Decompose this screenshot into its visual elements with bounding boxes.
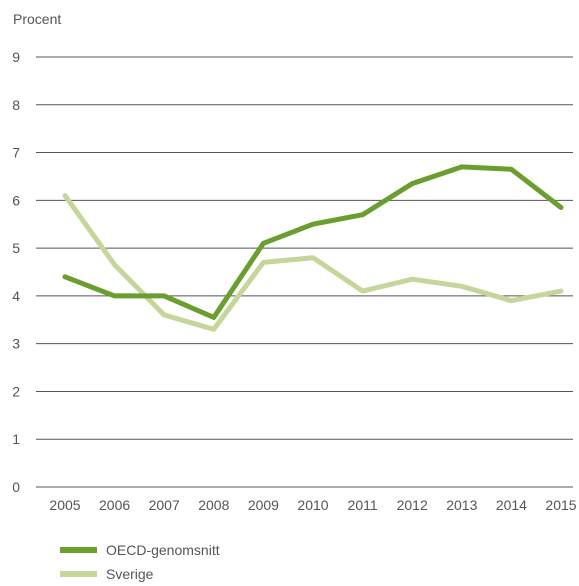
x-tick-label: 2005	[49, 497, 80, 513]
y-tick-label: 7	[12, 145, 20, 161]
legend-label: OECD-genomsnitt	[106, 542, 220, 558]
series-line	[62, 164, 564, 320]
y-tick-label: 6	[12, 192, 20, 208]
x-tick-label: 2010	[297, 497, 328, 513]
y-tick-label: 8	[12, 97, 20, 113]
y-axis-tick-labels: 0 1 2 3 4 5 6 7 8 9	[12, 49, 20, 495]
y-tick-label: 9	[12, 49, 20, 65]
y-tick-label: 1	[12, 431, 20, 447]
y-tick-label: 2	[12, 383, 20, 399]
y-tick-label: 5	[12, 240, 20, 256]
y-tick-label: 3	[12, 336, 20, 352]
x-tick-label: 2012	[397, 497, 428, 513]
x-tick-label: 2015	[545, 497, 576, 513]
y-axis-unit-label: Procent	[13, 11, 61, 27]
legend-label: Sverige	[106, 566, 154, 582]
legend: OECD-genomsnitt Sverige	[60, 542, 220, 582]
x-tick-label: 2008	[198, 497, 229, 513]
x-tick-label: 2013	[446, 497, 477, 513]
x-tick-label: 2006	[99, 497, 130, 513]
x-tick-label: 2014	[496, 497, 527, 513]
x-tick-label: 2011	[348, 497, 378, 513]
x-axis-tick-labels: 2005 2006 2007 2008 2009 2010 2011 2012 2013 2014…	[49, 497, 576, 513]
gridlines	[36, 56, 573, 488]
series-lines	[62, 164, 564, 332]
y-tick-label: 0	[12, 479, 20, 495]
x-tick-label: 2009	[248, 497, 279, 513]
x-tick-label: 2007	[149, 497, 180, 513]
series-line	[62, 193, 564, 332]
y-tick-label: 4	[12, 288, 20, 304]
